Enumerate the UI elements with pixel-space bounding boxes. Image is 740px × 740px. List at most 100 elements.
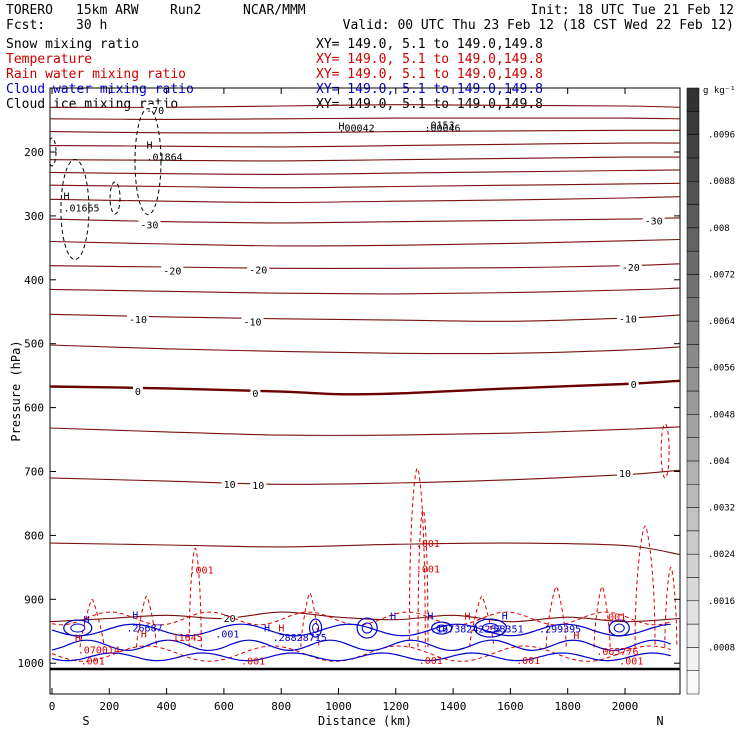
rain-label-2: .001 xyxy=(416,564,440,575)
cloud-water-cell-5 xyxy=(431,621,453,635)
isotherm--70 xyxy=(50,104,680,108)
cloud-water-cell-4 xyxy=(608,619,630,637)
field-xy-0: XY= 149.0, 5.1 to 149.0,149.8 xyxy=(316,37,543,52)
rain-label-0: .001 xyxy=(190,566,214,577)
y-tick-label-0: 200 xyxy=(24,146,44,159)
model-org: NCAR/MMM xyxy=(243,3,306,18)
cloud-water-cell-1 xyxy=(308,618,323,638)
x-tick-label-0: 0 xyxy=(49,700,56,713)
isotherm--30 xyxy=(50,217,680,224)
x-axis-south-label: S xyxy=(82,714,89,728)
snow-contour-0 xyxy=(134,108,162,216)
rain-envelope xyxy=(51,645,671,662)
contour-label-0: -70 xyxy=(146,106,164,117)
isotherm-20 xyxy=(50,611,680,623)
contour-label-15: 20 xyxy=(224,614,236,625)
cloud-water-cell-0 xyxy=(63,619,93,637)
colorbar-swatch-25 xyxy=(686,87,700,112)
colorbar-swatch-7 xyxy=(686,507,700,532)
model-resolution: 15km ARW xyxy=(76,3,139,18)
cloud-water-label-4: .58351 xyxy=(487,625,523,636)
x-axis-north-label: N xyxy=(656,714,663,728)
colorbar-swatch-14 xyxy=(686,344,700,368)
contour-label-14: 10 xyxy=(619,469,631,480)
fcst-label: Fcst: xyxy=(6,18,45,33)
colorbar-swatch-19 xyxy=(686,227,700,252)
contour-label-11: 0 xyxy=(631,380,637,391)
colorbar-swatch-23 xyxy=(686,134,700,159)
snow-max-marker-1: H xyxy=(63,192,69,203)
field-xy-1: XY= 149.0, 5.1 to 149.0,149.8 xyxy=(316,52,543,67)
max-marker-7: H xyxy=(141,630,147,641)
colorbar-swatch-12 xyxy=(686,390,700,415)
rain-plume-9 xyxy=(545,586,567,648)
rain-plume-6 xyxy=(136,595,158,648)
field-name-4: Cloud ice mixing ratio xyxy=(6,97,178,112)
max-marker-2: H xyxy=(264,623,270,634)
colorbar-tick-11: .0096 xyxy=(708,131,735,141)
rain-label-9: .065776 xyxy=(596,647,638,658)
valid-time: Valid: 00 UTC Thu 23 Feb 12 (18 CST Wed … xyxy=(343,18,734,33)
contour-label-bg-3 xyxy=(161,264,184,276)
cloud-water-contour-1 xyxy=(51,623,671,637)
cloud-water-label-5: .299395 xyxy=(539,625,581,636)
field-legend: Snow mixing ratio XY= 149.0, 5.1 to 149.0… xyxy=(6,37,543,112)
cloud-water-cell-inner-3 xyxy=(481,623,499,634)
isotherm--40 xyxy=(50,182,680,189)
rain-label-6: .001 xyxy=(419,656,443,667)
contour-label-13: 10 xyxy=(252,481,264,492)
isotherm--25 xyxy=(50,238,680,247)
colorbar-swatch-0 xyxy=(686,670,700,695)
colorbar-tick-10: .0088 xyxy=(708,177,735,187)
colorbar-tick-4: .004 xyxy=(708,457,730,467)
colorbar-swatch-10 xyxy=(686,437,700,462)
cloud-water-label-3: .16738242257 xyxy=(430,625,502,636)
snow-contour-2 xyxy=(109,181,121,215)
snow-max-value-1: .01665 xyxy=(63,204,99,215)
x-tick-label-9: 1800 xyxy=(554,700,581,713)
contour-label-7: -10 xyxy=(244,317,262,328)
cloud-water-cell-3 xyxy=(473,618,507,638)
isotherm-5 xyxy=(50,426,680,436)
rain-plume-1 xyxy=(408,467,426,648)
colorbar-swatch-4 xyxy=(686,577,700,602)
x-tick-label-6: 1200 xyxy=(383,700,410,713)
x-tick-label-10: 2000 xyxy=(612,700,639,713)
rain-label-1: .001 xyxy=(416,539,440,550)
isotherm--60 xyxy=(50,129,680,134)
rain-label-7: .001 xyxy=(516,656,540,667)
x-tick-label-7: 1400 xyxy=(440,700,467,713)
isotherm-0 xyxy=(50,379,680,396)
contour-label-bg-14 xyxy=(617,467,633,479)
cloud-water-cell-inner-4 xyxy=(613,623,625,633)
x-tick-label-8: 1600 xyxy=(497,700,524,713)
contour-label-2: -30 xyxy=(645,217,663,228)
contour-label-bg-13 xyxy=(250,479,267,491)
plot-content: -70 -30 -30 -20 -20 -20 -10 -10 -10 0 0 0 10 10 10 20 H.… xyxy=(50,104,680,671)
cloud-water-cell-2 xyxy=(356,617,378,639)
x-tick-label-2: 400 xyxy=(157,700,177,713)
y-axis-label: Pressure (hPa) xyxy=(9,340,23,441)
isotherm--35 xyxy=(50,196,680,204)
contour-label-bg-12 xyxy=(221,478,238,490)
rain-plume-0 xyxy=(188,547,202,648)
y-tick-label-8: 1000 xyxy=(18,657,45,670)
ice-annotation-2: H xyxy=(339,122,345,133)
plot-clip-group: -70 -30 -30 -20 -20 -20 -10 -10 -10 0 0 0 10 10 10 20 H.… xyxy=(50,104,680,671)
colorbar-tick-1: .0016 xyxy=(708,597,735,607)
field-xy-2: XY= 149.0, 5.1 to 149.0,149.8 xyxy=(316,67,543,82)
rain-plume-7 xyxy=(300,592,320,648)
colorbar-swatch-20 xyxy=(686,204,700,229)
contour-label-3: -20 xyxy=(163,266,181,277)
field-name-0: Snow mixing ratio xyxy=(6,37,139,52)
colorbar-tick-2: .0024 xyxy=(708,550,735,560)
colorbar-swatch-22 xyxy=(686,157,700,182)
cloud-water-cell-inner-5 xyxy=(436,624,448,632)
y-tick-label-2: 400 xyxy=(24,274,44,287)
rain-plume-8 xyxy=(469,595,495,648)
colorbar-swatch-13 xyxy=(686,367,700,392)
x-tick-label-5: 1000 xyxy=(325,700,352,713)
isotherm--20 xyxy=(50,263,680,269)
contour-label-bg-4 xyxy=(247,264,270,276)
